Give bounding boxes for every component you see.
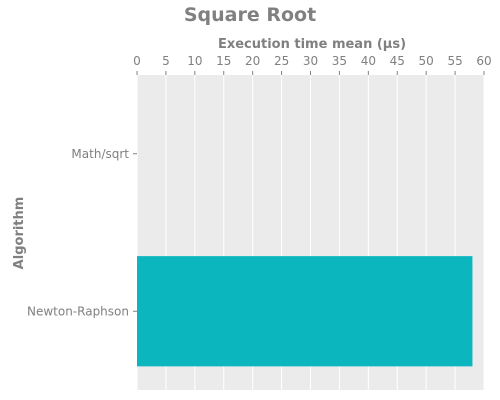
x-axis-label: Execution time mean (µs) [218, 37, 406, 52]
bar [137, 256, 473, 367]
y-tick-label: Math/sqrt [71, 147, 129, 161]
x-tick-labels: 0 5 10 15 20 25 30 35 40 45 50 55 60 [133, 54, 491, 68]
x-tick-label: 10 [187, 54, 202, 68]
x-tick-label: 35 [332, 54, 347, 68]
x-tick-label: 20 [245, 54, 260, 68]
x-tick-label: 15 [216, 54, 231, 68]
chart-title: Square Root [184, 4, 316, 26]
x-tick-label: 50 [419, 54, 434, 68]
y-axis-label: Algorithm [12, 197, 27, 270]
bars [137, 256, 473, 367]
x-tick-label: 5 [162, 54, 170, 68]
y-tick-labels: Math/sqrt Newton-Raphson [27, 147, 137, 318]
x-tick-label: 30 [303, 54, 318, 68]
y-tick-label: Newton-Raphson [27, 304, 129, 318]
x-tick-label: 40 [361, 54, 376, 68]
x-tick-label: 45 [390, 54, 405, 68]
x-tick-label: 25 [274, 54, 289, 68]
x-tick-label: 55 [447, 54, 462, 68]
x-tick-label: 60 [476, 54, 491, 68]
x-tick-label: 0 [133, 54, 141, 68]
